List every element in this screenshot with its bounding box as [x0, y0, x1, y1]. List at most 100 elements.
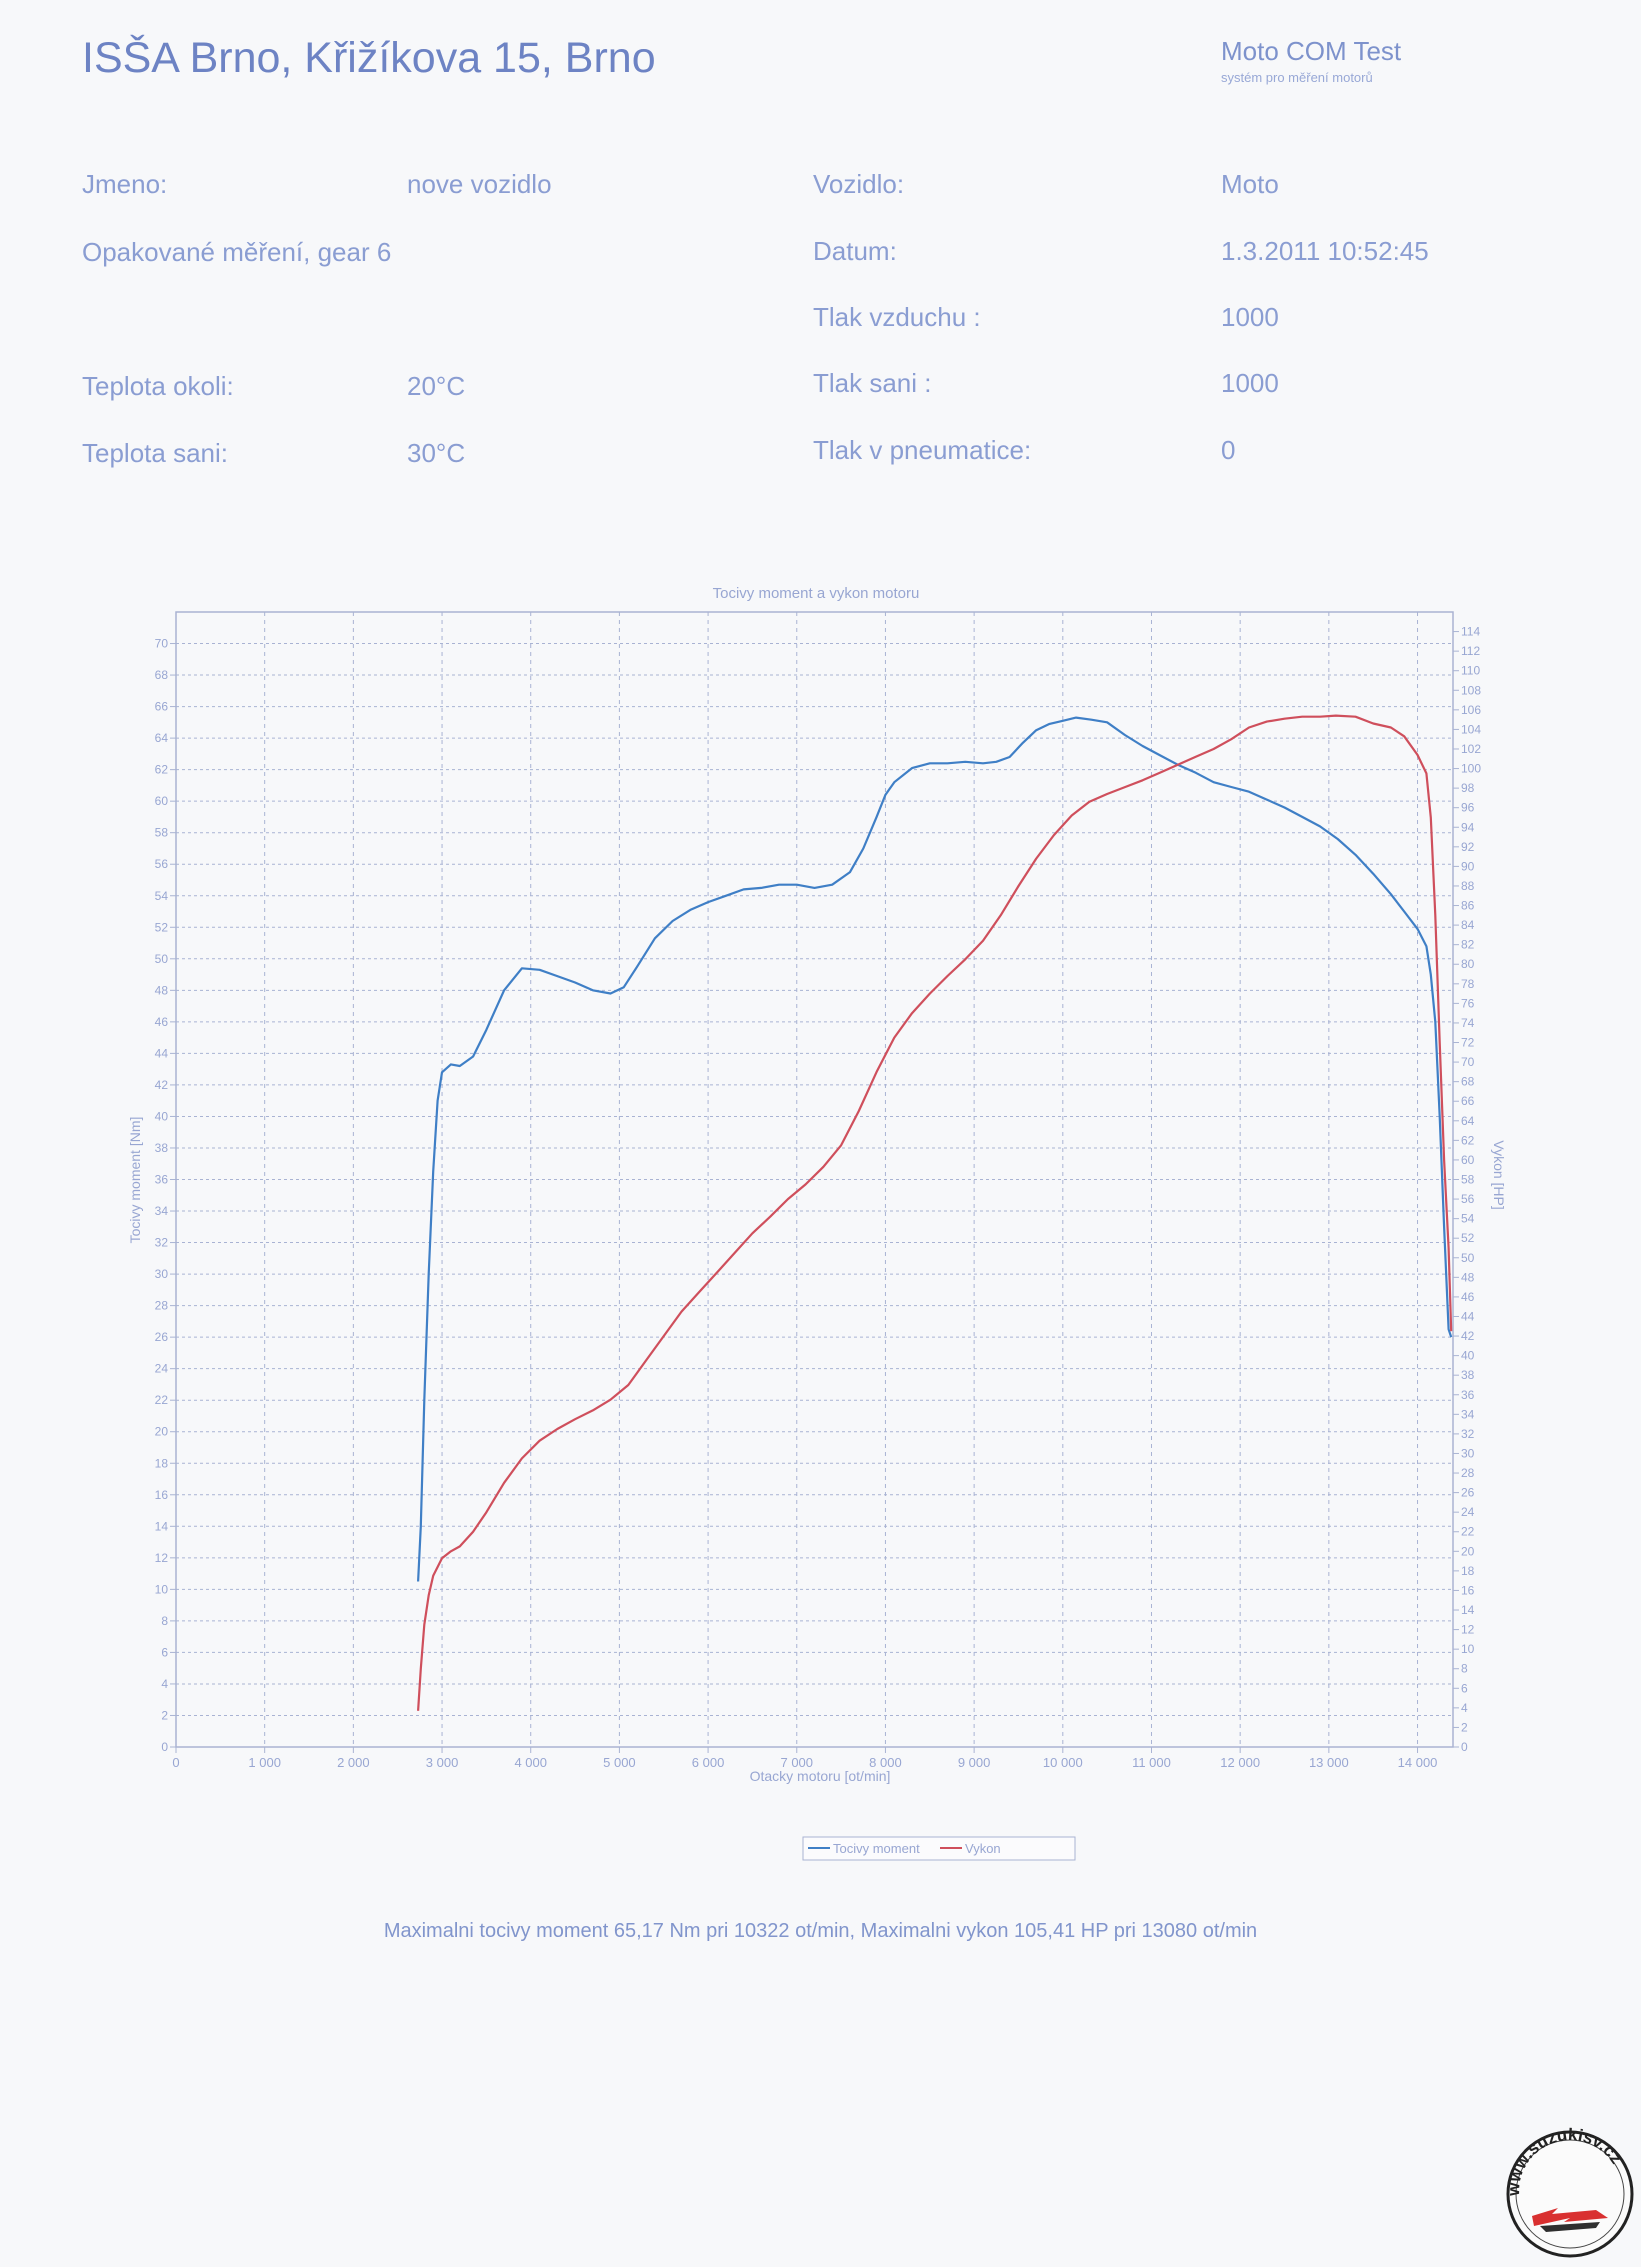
measurement-label: Opakované měření, gear 6: [82, 237, 392, 267]
y-left-tick-label: 22: [155, 1393, 169, 1407]
y-left-tick-label: 10: [155, 1582, 169, 1596]
y-right-tick-label: 46: [1461, 1290, 1475, 1304]
y-right-tick-label: 106: [1461, 703, 1481, 717]
x-tick-label: 8 000: [869, 1755, 902, 1770]
chart-title: Tocivy moment a vykon motoru: [713, 585, 920, 602]
max-summary: Maximalni tocivy moment 65,17 Nm pri 103…: [383, 1920, 1258, 1942]
y-right-tick-label: 92: [1461, 840, 1475, 854]
tlak-vzduchu-label: Tlak vzduchu :: [813, 302, 981, 332]
y-left-tick-label: 42: [155, 1078, 169, 1092]
y-right-tick-label: 18: [1461, 1564, 1475, 1578]
y-right-tick-label: 60: [1461, 1153, 1475, 1167]
vozidlo-label: Vozidlo:: [813, 169, 905, 199]
brand-subtitle: systém pro měření motorů: [1221, 70, 1373, 85]
y-left-tick-label: 60: [155, 794, 169, 808]
y-left-tick-label: 6: [161, 1645, 168, 1659]
y-right-tick-label: 112: [1461, 644, 1480, 658]
x-tick-label: 2 000: [337, 1755, 370, 1770]
y-right-tick-label: 88: [1461, 879, 1475, 893]
y-left-tick-label: 56: [155, 857, 169, 871]
y-right-tick-label: 12: [1461, 1623, 1475, 1637]
y-right-tick-label: 42: [1461, 1329, 1475, 1343]
y-right-tick-label: 0: [1461, 1740, 1468, 1754]
y-left-tick-label: 8: [161, 1614, 168, 1628]
y-right-tick-label: 28: [1461, 1466, 1475, 1480]
y-left-tick-label: 24: [155, 1362, 169, 1376]
y-left-tick-label: 46: [155, 1015, 169, 1029]
y-right-tick-label: 62: [1461, 1133, 1475, 1147]
y-right-tick-label: 90: [1461, 859, 1475, 873]
page-title: ISŠA Brno, Křižíkova 15, Brno: [82, 34, 656, 82]
x-tick-label: 13 000: [1309, 1755, 1349, 1770]
y-left-tick-label: 64: [155, 731, 169, 745]
x-tick-label: 1 000: [248, 1755, 281, 1770]
y-left-tick-label: 54: [155, 889, 169, 903]
x-tick-label: 3 000: [426, 1755, 459, 1770]
y-right-tick-label: 70: [1461, 1055, 1475, 1069]
y-right-tick-label: 16: [1461, 1583, 1475, 1597]
y-right-tick-label: 52: [1461, 1231, 1475, 1245]
y-right-tick-label: 56: [1461, 1192, 1475, 1206]
y-right-tick-label: 14: [1461, 1603, 1475, 1617]
x-tick-label: 11 000: [1132, 1755, 1171, 1770]
y-right-tick-label: 34: [1461, 1407, 1475, 1421]
datum-value: 1.3.2011 10:52:45: [1221, 236, 1429, 266]
teplota-okoli-value: 20°C: [407, 371, 466, 401]
x-tick-label: 5 000: [603, 1755, 636, 1770]
y-right-tick-label: 40: [1461, 1349, 1475, 1363]
tlak-sani-value: 1000: [1221, 368, 1279, 398]
y-right-tick-label: 86: [1461, 899, 1475, 913]
y-right-tick-label: 96: [1461, 801, 1475, 815]
y-right-tick-label: 100: [1461, 762, 1481, 776]
suzukisv-stamp-logo: www.suzukisv.cz: [1504, 2125, 1634, 2258]
tlak-sani-label: Tlak sani :: [813, 368, 932, 398]
y-left-tick-label: 68: [155, 668, 169, 682]
y-right-tick-label: 76: [1461, 996, 1475, 1010]
x-tick-label: 9 000: [958, 1755, 991, 1770]
y-right-tick-label: 32: [1461, 1427, 1475, 1441]
y-left-tick-label: 62: [155, 763, 169, 777]
tlak-pneumatice-label: Tlak v pneumatice:: [813, 435, 1032, 465]
brand-name: Moto COM Test: [1221, 36, 1402, 66]
chart-series: [417, 714, 1453, 1711]
teplota-sani-label: Teplota sani:: [82, 438, 228, 468]
jmeno-value: nove vozidlo: [407, 169, 552, 199]
y-right-tick-label: 58: [1461, 1173, 1475, 1187]
y-left-tick-label: 50: [155, 952, 169, 966]
x-tick-label: 7 000: [780, 1755, 813, 1770]
y-right-tick-label: 2: [1461, 1720, 1468, 1734]
y-left-tick-label: 14: [155, 1519, 169, 1533]
tlak-vzduchu-value: 1000: [1221, 302, 1279, 332]
y-right-tick-label: 54: [1461, 1212, 1475, 1226]
y-left-tick-label: 58: [155, 826, 169, 840]
y-right-tick-label: 36: [1461, 1388, 1475, 1402]
y-left-tick-label: 28: [155, 1299, 169, 1313]
y-right-tick-label: 110: [1461, 664, 1480, 678]
y-right-tick-label: 66: [1461, 1094, 1475, 1108]
y-right-tick-label: 26: [1461, 1486, 1475, 1500]
y-right-tick-label: 38: [1461, 1368, 1475, 1382]
y-right-tick-label: 50: [1461, 1251, 1475, 1265]
y-right-tick-label: 24: [1461, 1505, 1475, 1519]
legend-label-power: Vykon: [965, 1841, 1001, 1856]
y-right-tick-label: 114: [1461, 625, 1480, 639]
y-axis-right-label: Vykon [HP]: [1491, 1140, 1507, 1210]
y-right-tick-label: 6: [1461, 1681, 1468, 1695]
chart-legend: Tocivy moment Vykon: [802, 1836, 1076, 1861]
y-right-tick-label: 68: [1461, 1075, 1475, 1089]
datum-label: Datum:: [813, 236, 897, 266]
teplota-okoli-label: Teplota okoli:: [82, 371, 234, 401]
x-tick-label: 0: [172, 1755, 179, 1770]
chart-grid: [176, 612, 1453, 1747]
y-left-tick-label: 30: [155, 1267, 169, 1281]
y-right-tick-label: 8: [1461, 1662, 1468, 1676]
y-right-tick-label: 94: [1461, 820, 1475, 834]
y-left-tick-label: 32: [155, 1236, 169, 1250]
y-left-tick-label: 12: [155, 1551, 169, 1565]
jmeno-label: Jmeno:: [82, 169, 168, 199]
y-left-tick-label: 36: [155, 1173, 169, 1187]
y-right-tick-label: 84: [1461, 918, 1475, 932]
y-left-tick-label: 38: [155, 1141, 169, 1155]
y-right-tick-label: 78: [1461, 977, 1475, 991]
